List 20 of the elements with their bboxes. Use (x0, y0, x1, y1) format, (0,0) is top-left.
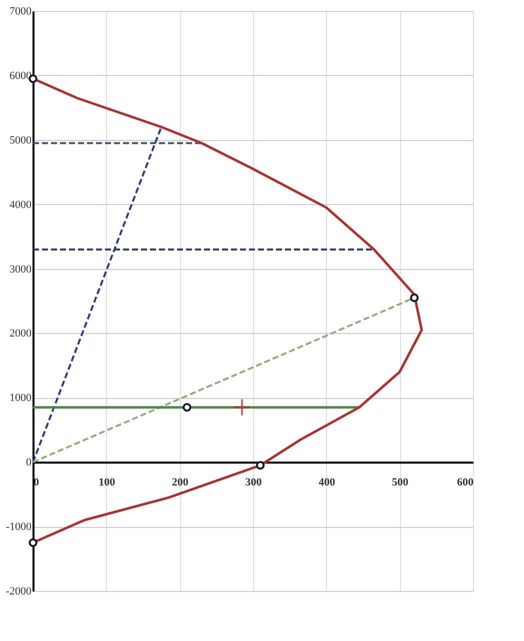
x-tick-label: 300 (245, 476, 262, 489)
point (28, 538, 38, 548)
y-tick-label: 3000 (10, 263, 32, 276)
y-tick-label: 4000 (10, 198, 32, 211)
y-tick-label: 1000 (10, 392, 32, 404)
point (410, 293, 419, 302)
x-tick-label: 500 (392, 476, 409, 489)
point (232, 398, 252, 416)
x-tick-label: 600 (457, 476, 474, 489)
y-tick-label: -1000 (6, 521, 32, 534)
point (182, 402, 192, 412)
x-tick-label: 100 (98, 476, 116, 489)
y-tick-label: 0 (26, 456, 32, 469)
y-tick-label: 2000 (10, 328, 32, 340)
x-tick-label: 400 (318, 476, 336, 489)
y-tick-label: 5000 (10, 134, 32, 146)
y-tick-label: -2000 (6, 586, 32, 598)
x-tick-label: 200 (172, 476, 189, 489)
y-tick-label: 7000 (10, 6, 32, 18)
point (256, 460, 265, 470)
